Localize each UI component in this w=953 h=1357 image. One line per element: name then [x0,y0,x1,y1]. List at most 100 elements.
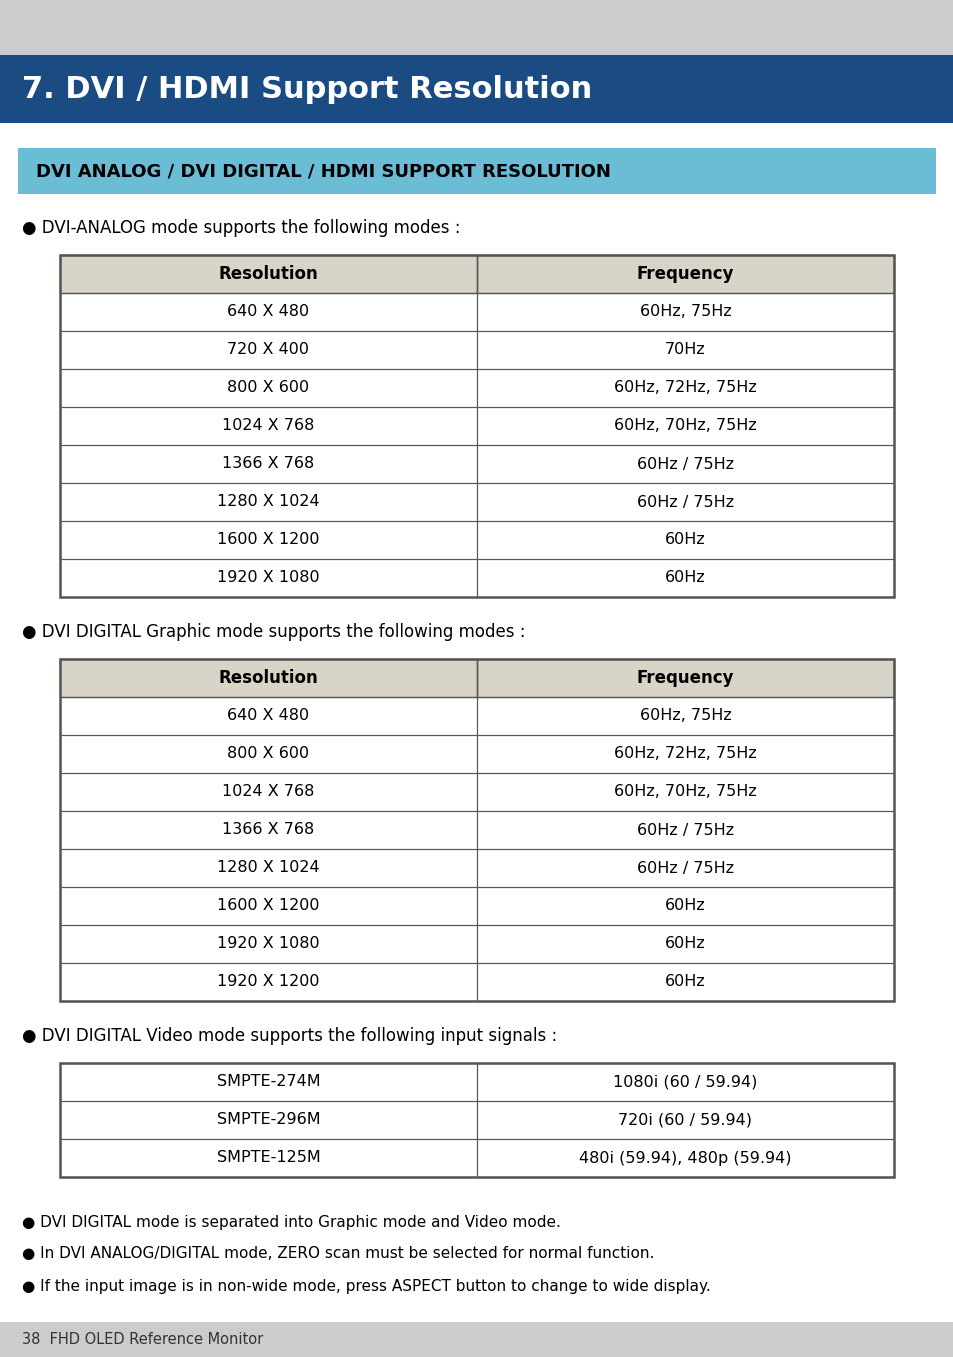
Bar [476,887,893,925]
Text: 640 X 480: 640 X 480 [227,708,309,723]
Bar [476,407,893,445]
Bar [476,559,893,597]
Text: ● DVI DIGITAL Graphic mode supports the following modes :: ● DVI DIGITAL Graphic mode supports the … [22,623,525,641]
Bar [60,697,476,735]
Bar [476,483,893,521]
Bar [476,369,893,407]
Text: 60Hz, 75Hz: 60Hz, 75Hz [639,304,731,319]
Bar [476,735,893,773]
Bar [60,963,476,1001]
Bar [476,1063,893,1101]
Bar [476,293,893,331]
Bar [60,293,476,331]
Bar [60,483,476,521]
Text: 1920 X 1200: 1920 X 1200 [217,974,319,989]
Bar [0,56,953,123]
Bar [476,963,893,1001]
Text: 1366 X 768: 1366 X 768 [222,822,314,837]
Bar [476,293,893,331]
Bar [476,521,893,559]
Bar [60,1139,476,1177]
Text: 480i (59.94), 480p (59.94): 480i (59.94), 480p (59.94) [578,1151,791,1166]
Bar [476,1101,893,1139]
Bar [60,559,476,597]
Text: 60Hz: 60Hz [664,570,705,585]
Text: 1600 X 1200: 1600 X 1200 [217,532,319,547]
Bar [60,559,476,597]
Bar [18,148,935,194]
Bar [60,331,476,369]
Bar [60,660,476,697]
Bar [476,1063,893,1101]
Bar [60,773,476,811]
Text: ● DVI DIGITAL mode is separated into Graphic mode and Video mode.: ● DVI DIGITAL mode is separated into Gra… [22,1215,560,1229]
Bar [60,1101,476,1139]
Text: 1280 X 1024: 1280 X 1024 [217,494,319,509]
Text: 60Hz, 72Hz, 75Hz: 60Hz, 72Hz, 75Hz [614,746,756,761]
Text: 1920 X 1080: 1920 X 1080 [217,936,319,951]
Text: 60Hz, 72Hz, 75Hz: 60Hz, 72Hz, 75Hz [614,380,756,395]
Text: Frequency: Frequency [636,669,734,687]
Text: 800 X 600: 800 X 600 [227,380,309,395]
Text: 1024 X 768: 1024 X 768 [222,784,314,799]
Bar [60,925,476,963]
Bar [476,1139,893,1177]
Bar [476,773,893,811]
Bar [60,811,476,849]
Bar [60,255,893,597]
Bar [60,1139,476,1177]
Bar [60,407,476,445]
Text: Frequency: Frequency [636,265,734,284]
Text: 1024 X 768: 1024 X 768 [222,418,314,433]
Bar [60,1063,893,1177]
Bar [60,293,476,331]
Text: 70Hz: 70Hz [664,342,705,357]
Bar [476,331,893,369]
Bar [476,559,893,597]
Text: 1080i (60 / 59.94): 1080i (60 / 59.94) [613,1075,757,1090]
Bar [476,811,893,849]
Bar [476,331,893,369]
Text: 60Hz / 75Hz: 60Hz / 75Hz [637,822,733,837]
Bar [60,255,476,293]
Bar [60,407,476,445]
Bar [476,407,893,445]
Bar [60,697,476,735]
Text: 60Hz: 60Hz [664,898,705,913]
Bar [60,773,476,811]
Text: DVI ANALOG / DVI DIGITAL / HDMI SUPPORT RESOLUTION: DVI ANALOG / DVI DIGITAL / HDMI SUPPORT … [36,161,610,180]
Text: 640 X 480: 640 X 480 [227,304,309,319]
Text: 60Hz: 60Hz [664,974,705,989]
Bar [476,735,893,773]
Bar [476,849,893,887]
Bar [60,887,476,925]
Text: 38  FHD OLED Reference Monitor: 38 FHD OLED Reference Monitor [22,1333,263,1348]
Bar [476,697,893,735]
Bar [60,445,476,483]
Bar [476,773,893,811]
Bar [60,660,476,697]
Bar [476,255,893,293]
Text: 1920 X 1080: 1920 X 1080 [217,570,319,585]
Text: ● DVI DIGITAL Video mode supports the following input signals :: ● DVI DIGITAL Video mode supports the fo… [22,1027,557,1045]
Text: SMPTE-296M: SMPTE-296M [216,1113,320,1128]
Text: 60Hz / 75Hz: 60Hz / 75Hz [637,494,733,509]
Text: Resolution: Resolution [218,265,318,284]
Bar [60,369,476,407]
Text: 60Hz, 70Hz, 75Hz: 60Hz, 70Hz, 75Hz [614,418,756,433]
Bar [60,521,476,559]
Bar [476,811,893,849]
Bar [476,483,893,521]
Bar [60,963,476,1001]
Text: 60Hz, 70Hz, 75Hz: 60Hz, 70Hz, 75Hz [614,784,756,799]
Bar [60,331,476,369]
Bar [476,445,893,483]
Bar [476,887,893,925]
Text: 800 X 600: 800 X 600 [227,746,309,761]
Text: 60Hz: 60Hz [664,936,705,951]
Text: ● If the input image is in non-wide mode, press ASPECT button to change to wide : ● If the input image is in non-wide mode… [22,1278,710,1293]
Bar [476,963,893,1001]
Text: 60Hz: 60Hz [664,532,705,547]
Bar [60,1063,476,1101]
Bar [476,1139,893,1177]
